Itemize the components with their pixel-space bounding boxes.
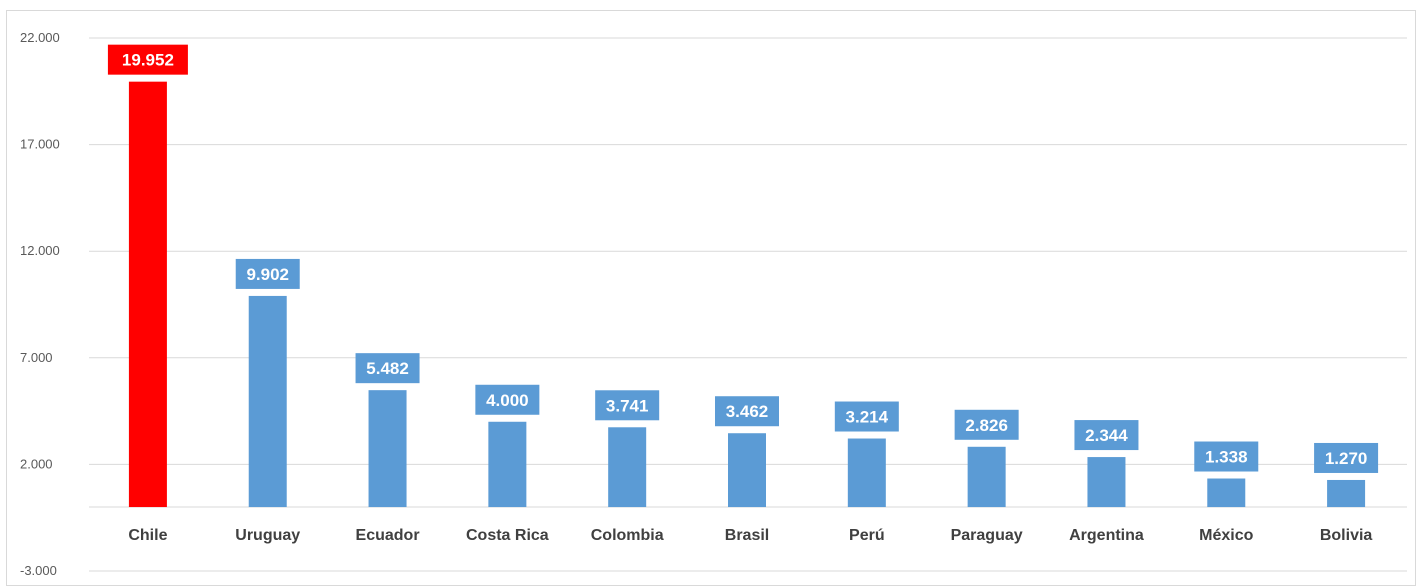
bar [1207, 478, 1246, 508]
chart-frame: 22.000 17.000 12.000 7.000 2.000 -3.000 Chile… [6, 10, 1416, 586]
bar [1087, 457, 1126, 508]
data-label-box [475, 384, 540, 415]
category-label: Perú [849, 527, 885, 544]
y-tick-label: 7.000 [20, 350, 53, 365]
category-label: México [1199, 527, 1253, 544]
data-label-box [235, 258, 300, 289]
data-label-box [1314, 442, 1379, 473]
y-tick-label: 22.000 [20, 30, 60, 45]
y-axis-tick-labels: 22.000 17.000 12.000 7.000 2.000 -3.000 [20, 30, 60, 578]
bar [488, 421, 527, 508]
data-label-box [355, 353, 420, 384]
category-label: Colombia [591, 527, 664, 544]
bar [967, 446, 1006, 508]
bar [728, 433, 766, 508]
category-label: Bolivia [1320, 527, 1373, 544]
category-label: Chile [128, 527, 167, 544]
y-tick-label: 2.000 [20, 456, 53, 471]
category-labels: Chile Uruguay Ecuador Costa Rica Colombia Bra… [128, 527, 1372, 544]
y-tick-label: 17.000 [20, 137, 60, 152]
data-label: 4.000 [486, 391, 529, 410]
data-label: 3.462 [726, 402, 769, 421]
category-label: Costa Rica [466, 527, 549, 544]
category-label: Ecuador [356, 527, 420, 544]
bar [128, 81, 167, 508]
data-label: 1.338 [1205, 448, 1248, 467]
category-label: Uruguay [235, 527, 300, 544]
data-label-box [834, 401, 899, 432]
bars [128, 81, 1366, 508]
bar [368, 390, 407, 508]
y-tick-label: 12.000 [20, 243, 60, 258]
bar [248, 295, 287, 508]
data-label-box [107, 44, 188, 75]
data-label: 2.826 [965, 416, 1008, 435]
data-label-box [1194, 441, 1259, 472]
data-label: 3.741 [606, 396, 649, 415]
data-label-box [954, 409, 1019, 440]
data-label: 3.214 [846, 408, 889, 427]
data-label: 2.344 [1085, 426, 1128, 445]
bar [1327, 479, 1366, 508]
data-label-box [1074, 420, 1139, 451]
data-label-box [595, 390, 660, 421]
data-label: 5.482 [366, 359, 409, 378]
category-label: Argentina [1069, 527, 1144, 544]
y-tick-label: -3.000 [20, 563, 57, 578]
data-label: 1.270 [1325, 449, 1368, 468]
bar [608, 427, 647, 508]
bar-chart: 22.000 17.000 12.000 7.000 2.000 -3.000 Chile… [20, 30, 1407, 578]
category-label: Brasil [725, 527, 769, 544]
data-label: 9.902 [246, 265, 289, 284]
data-label: 19.952 [122, 51, 174, 70]
bar [847, 438, 886, 508]
category-label: Paraguay [951, 527, 1023, 544]
data-label-box [715, 396, 779, 427]
data-labels: 19.952 9.902 5.482 4.000 3.741 3.462 3.214 2.82… [107, 44, 1379, 473]
